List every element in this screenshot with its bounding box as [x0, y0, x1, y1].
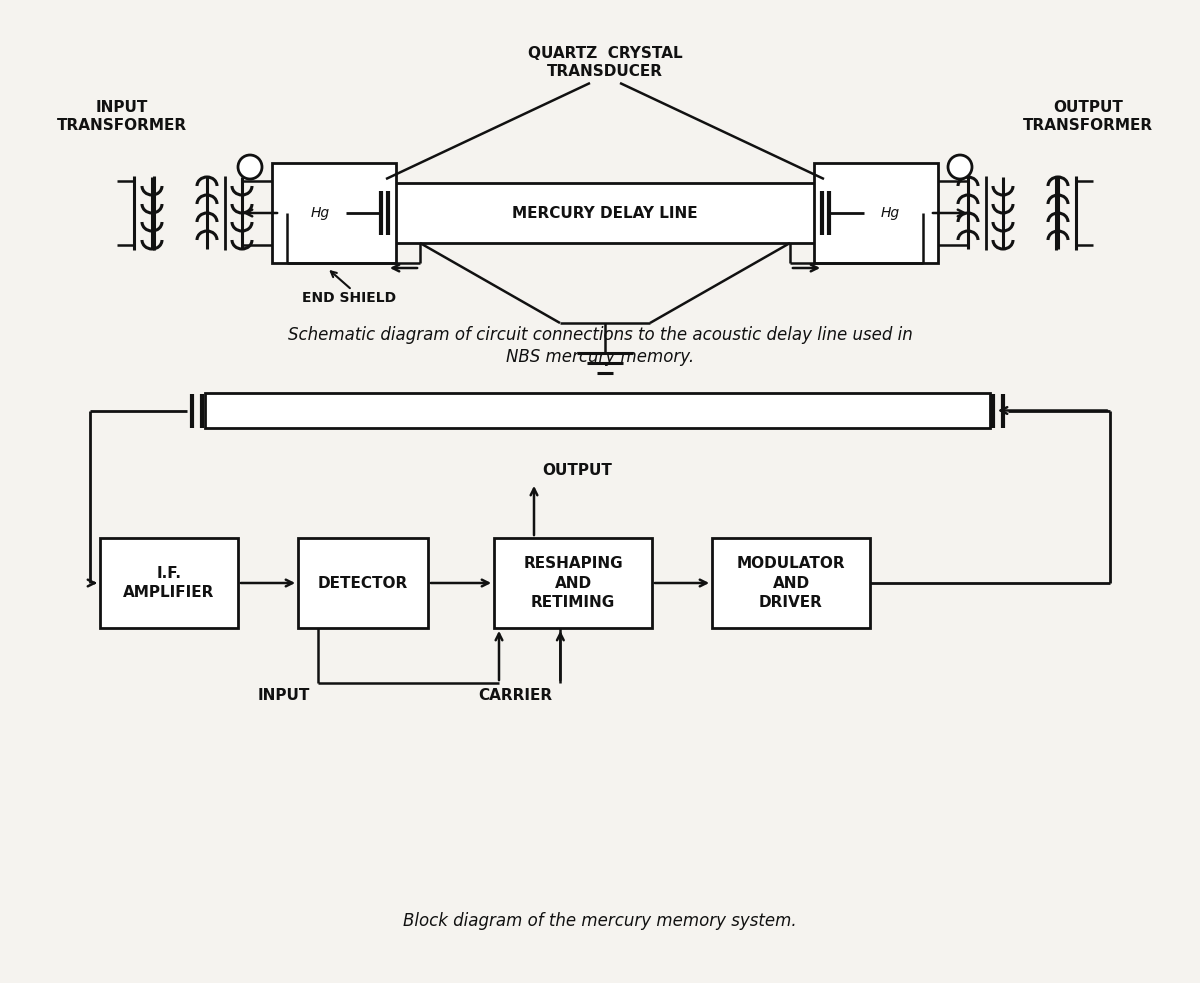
Text: INPUT: INPUT [96, 100, 148, 115]
Circle shape [238, 155, 262, 179]
Text: MERCURY DELAY LINE: MERCURY DELAY LINE [512, 205, 698, 220]
Text: MODULATOR
AND
DRIVER: MODULATOR AND DRIVER [737, 555, 845, 610]
Bar [298, 538, 428, 628]
Text: INPUT: INPUT [258, 688, 310, 703]
Text: QUARTZ  CRYSTAL: QUARTZ CRYSTAL [528, 45, 683, 61]
Text: Schematic diagram of circuit connections to the acoustic delay line used in: Schematic diagram of circuit connections… [288, 326, 912, 344]
Text: Hg: Hg [311, 206, 330, 220]
Bar [390, 183, 820, 243]
Text: TRANSDUCER: TRANSDUCER [547, 64, 662, 79]
Bar [205, 393, 990, 428]
Circle shape [948, 155, 972, 179]
Text: Hg: Hg [881, 206, 900, 220]
Bar [100, 538, 238, 628]
Text: CARRIER: CARRIER [479, 688, 552, 703]
Text: DETECTOR: DETECTOR [318, 575, 408, 591]
FancyBboxPatch shape [292, 193, 349, 233]
Text: TRANSFORMER: TRANSFORMER [1022, 118, 1153, 133]
Text: NBS mercury memory.: NBS mercury memory. [506, 348, 694, 366]
Text: Block diagram of the mercury memory system.: Block diagram of the mercury memory syst… [403, 912, 797, 930]
Text: OUTPUT: OUTPUT [542, 463, 612, 478]
Bar [814, 163, 938, 263]
Bar [494, 538, 652, 628]
Text: TRANSFORMER: TRANSFORMER [56, 118, 187, 133]
Text: RESHAPING
AND
RETIMING: RESHAPING AND RETIMING [523, 555, 623, 610]
Bar [272, 163, 396, 263]
Text: I.F.
AMPLIFIER: I.F. AMPLIFIER [124, 565, 215, 601]
FancyBboxPatch shape [862, 193, 919, 233]
Bar [712, 538, 870, 628]
Text: END SHIELD: END SHIELD [302, 291, 396, 305]
Text: OUTPUT: OUTPUT [1054, 100, 1123, 115]
